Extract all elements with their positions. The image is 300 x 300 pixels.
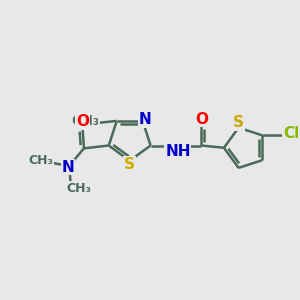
Text: Cl: Cl	[283, 126, 299, 141]
Text: CH₃: CH₃	[66, 182, 91, 195]
Text: O: O	[195, 112, 208, 127]
Text: CH₃: CH₃	[71, 114, 99, 128]
Text: CH₃: CH₃	[29, 154, 54, 167]
Text: S: S	[233, 115, 244, 130]
Text: N: N	[139, 112, 152, 127]
Text: NH: NH	[165, 144, 191, 159]
Text: O: O	[76, 114, 89, 129]
Text: N: N	[62, 160, 74, 175]
Text: S: S	[124, 157, 135, 172]
